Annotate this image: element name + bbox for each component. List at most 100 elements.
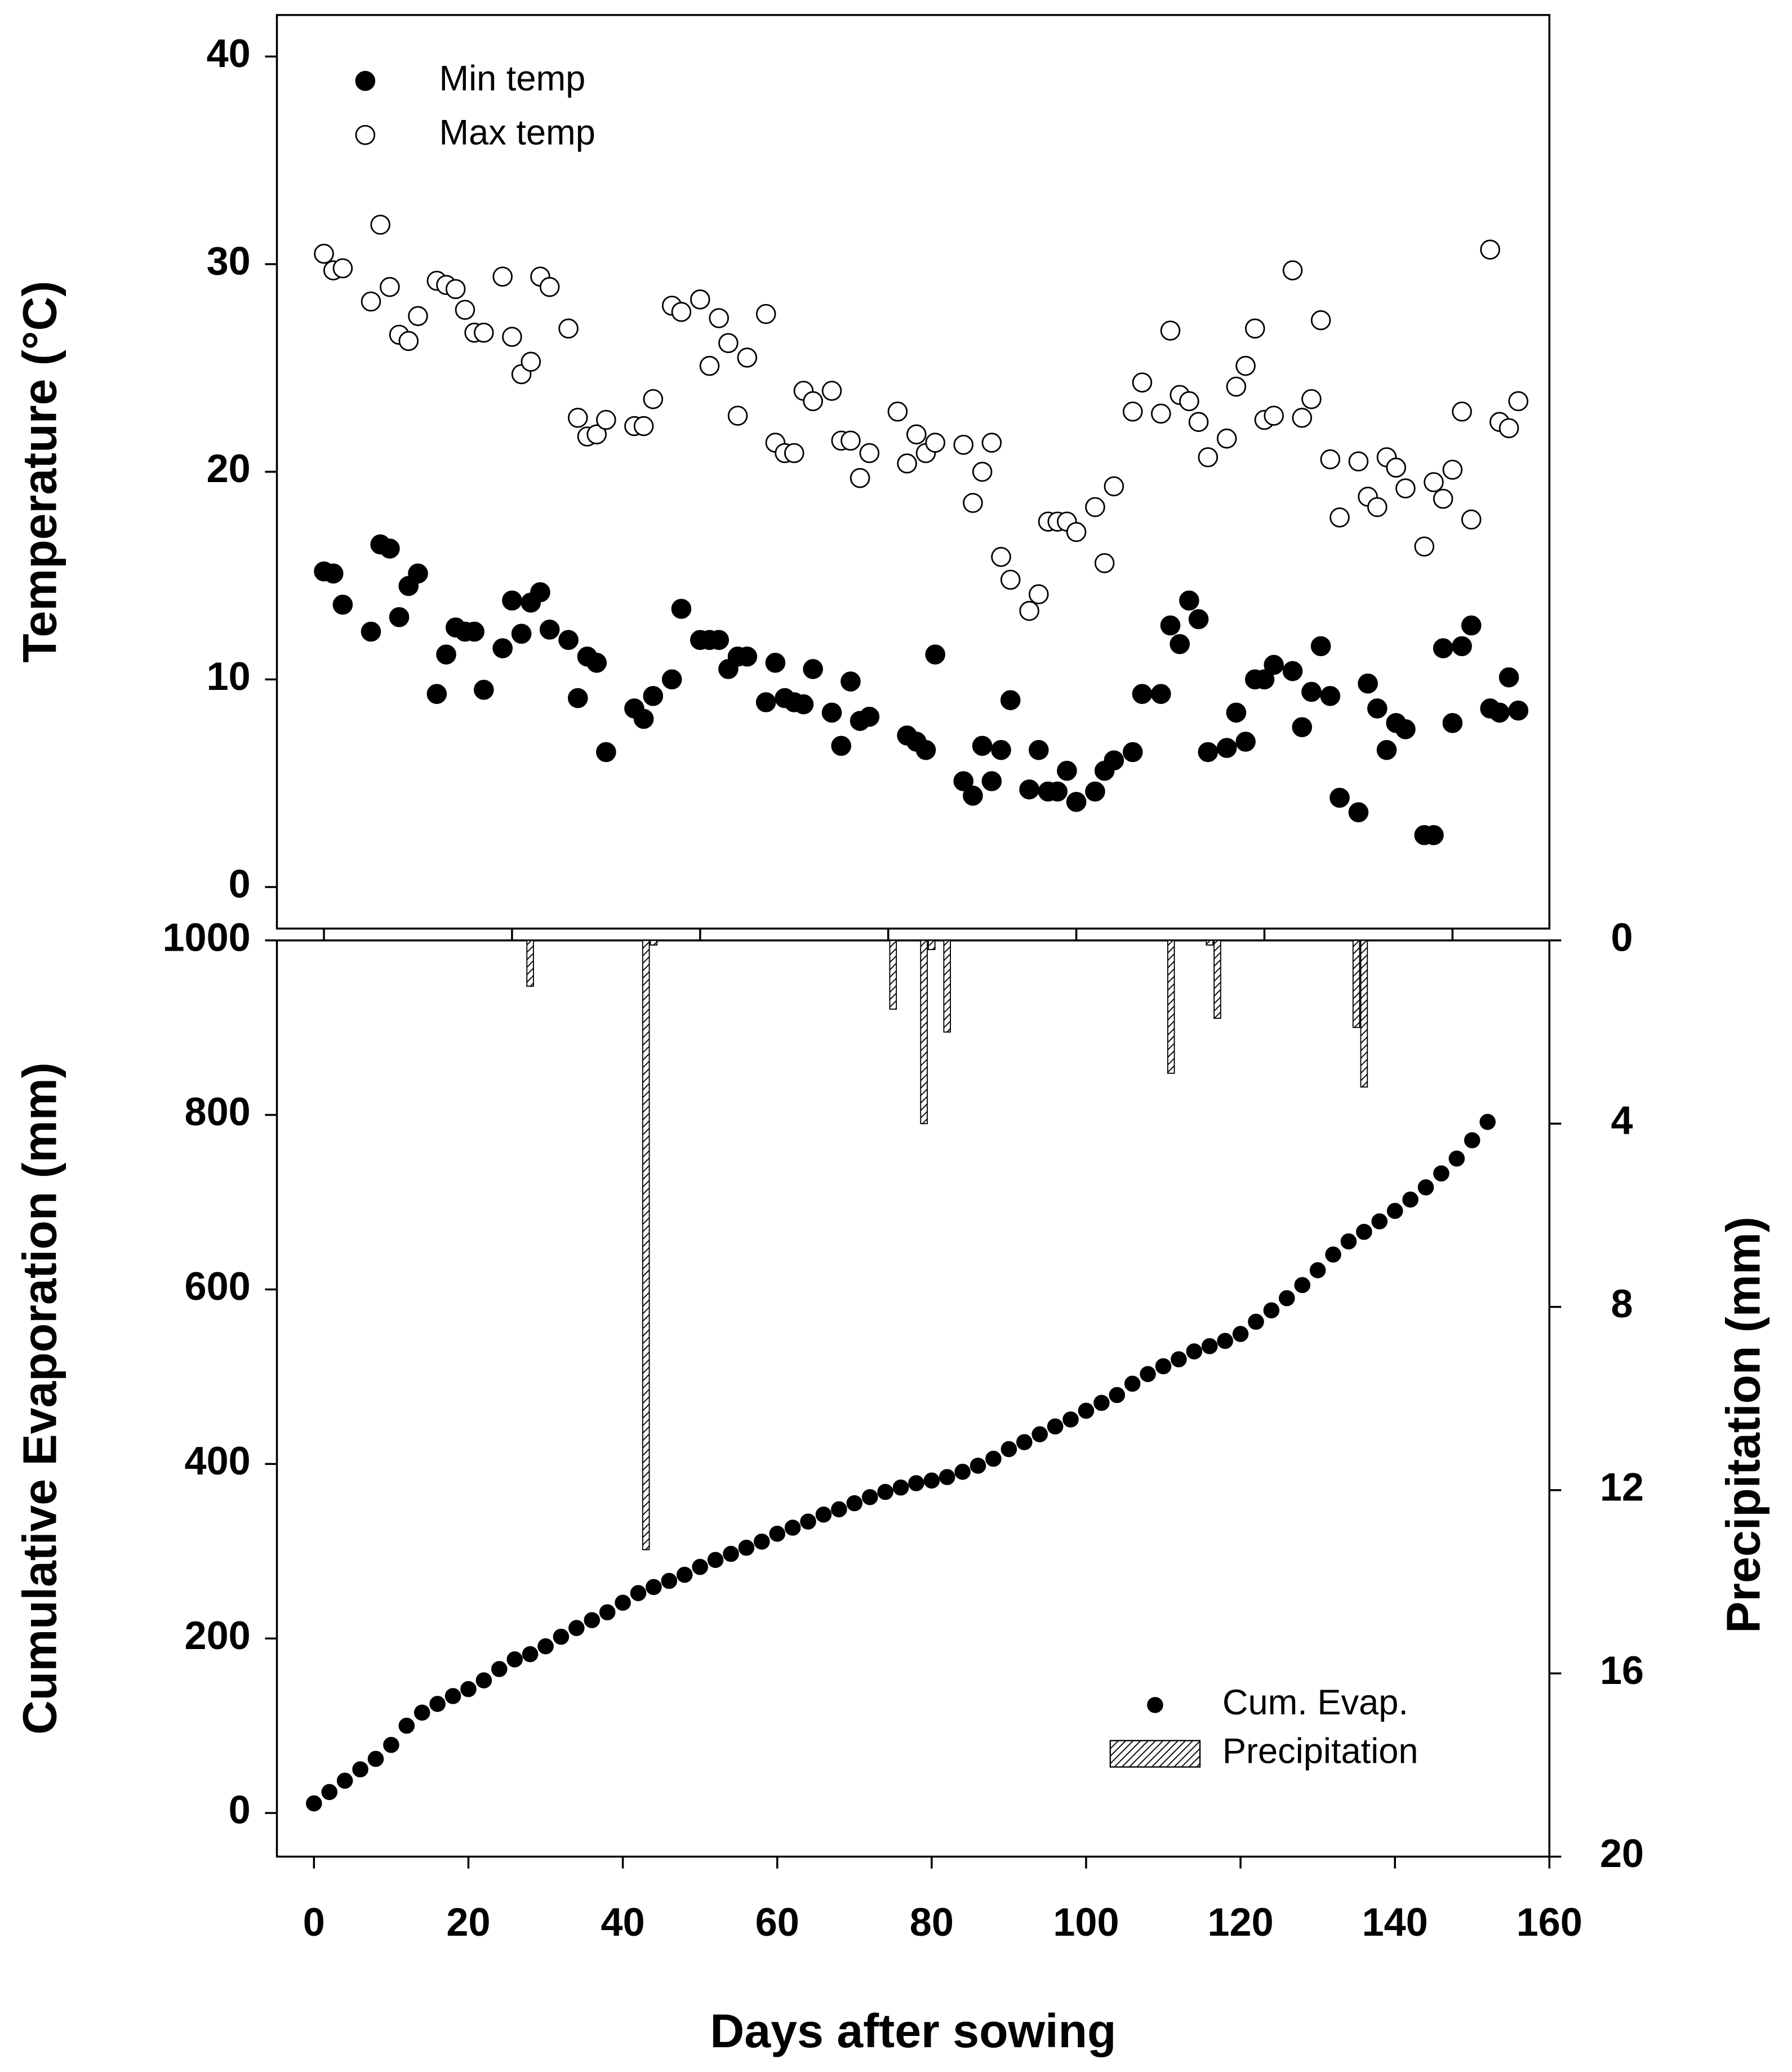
data-point [1395, 478, 1416, 498]
data-point [841, 430, 861, 451]
data-point [380, 538, 400, 559]
data-point [352, 1761, 368, 1777]
legend-label: Min temp [439, 59, 585, 98]
data-point [1140, 1366, 1156, 1383]
x-tick-label: 20 [446, 1900, 490, 1944]
data-point [521, 351, 541, 372]
data-point [332, 594, 353, 615]
data-point [1282, 260, 1303, 280]
y2-tick-label: 16 [1600, 1648, 1644, 1692]
data-point [954, 1464, 971, 1480]
data-point [1301, 681, 1322, 702]
data-point [408, 563, 428, 584]
data-point [1000, 690, 1021, 710]
data-point [1217, 1333, 1233, 1349]
data-point [1433, 638, 1453, 658]
data-point [1047, 781, 1068, 802]
y-tick-label: 200 [185, 1613, 251, 1657]
data-point [1019, 600, 1039, 621]
data-point [1122, 742, 1143, 763]
data-point [1094, 553, 1115, 573]
data-point [1244, 318, 1265, 339]
data-point [815, 1506, 832, 1523]
data-point [1151, 684, 1171, 704]
data-point [908, 1475, 924, 1491]
plot-frame [275, 939, 1551, 1858]
data-point [1395, 719, 1416, 739]
data-point [1160, 320, 1181, 341]
y2-tick-label: 8 [1611, 1281, 1633, 1326]
data-point [1226, 702, 1247, 723]
data-point [1155, 1358, 1172, 1375]
data-point [1508, 391, 1529, 412]
data-point [1263, 1302, 1280, 1318]
data-point [1479, 1113, 1496, 1130]
data-point [841, 671, 861, 692]
data-point [361, 621, 381, 642]
data-point [568, 1620, 585, 1636]
data-point [861, 1489, 878, 1505]
data-point [892, 1479, 909, 1496]
data-point [963, 786, 983, 806]
x-axis-title: Days after sowing [710, 2004, 1116, 2057]
data-point [586, 424, 607, 445]
data-point [738, 1539, 755, 1556]
data-point [1348, 451, 1369, 472]
data-point [491, 1661, 508, 1677]
x-tick-label: 80 [910, 1900, 954, 1944]
data-point [599, 1604, 616, 1621]
y-tick-label: 10 [207, 654, 251, 698]
data-point [492, 638, 513, 658]
data-point [1066, 522, 1087, 542]
data-point [1016, 1434, 1033, 1450]
data-point [915, 739, 936, 760]
data-point [1170, 634, 1190, 654]
data-point [436, 644, 456, 665]
data-point [474, 322, 494, 343]
bar [1213, 939, 1221, 1019]
data-point [537, 1638, 554, 1655]
data-point [821, 702, 842, 723]
data-point [1282, 661, 1303, 681]
data-point [321, 1784, 338, 1801]
y-tick-label: 0 [229, 862, 251, 906]
data-point [383, 1736, 399, 1753]
data-point [506, 1651, 523, 1668]
bar [526, 939, 534, 987]
x-tick-label: 160 [1517, 1900, 1582, 1944]
data-point [1057, 760, 1077, 781]
data-point [429, 1696, 446, 1712]
data-point [1122, 401, 1143, 422]
data-point [1340, 1233, 1357, 1250]
data-point [567, 688, 588, 709]
data-point [1132, 372, 1153, 393]
data-point [925, 644, 945, 665]
data-point [671, 599, 692, 619]
data-point [426, 684, 447, 704]
data-point [953, 434, 974, 455]
data-point [755, 304, 776, 324]
data-point [1029, 584, 1049, 604]
data-point [985, 1450, 1002, 1467]
data-point [661, 669, 682, 690]
bar [920, 939, 928, 1125]
data-point [887, 401, 908, 422]
data-point [398, 1717, 415, 1734]
data-point [474, 679, 494, 700]
data-point [1402, 1191, 1419, 1208]
data-point [906, 424, 927, 445]
data-point [1248, 1313, 1264, 1330]
legend-symbol [355, 124, 376, 145]
data-point [380, 277, 400, 297]
bar [1167, 939, 1175, 1074]
data-point [1031, 1426, 1048, 1442]
y2-tick-label: 4 [1611, 1098, 1633, 1143]
data-point [389, 607, 410, 627]
data-point [314, 243, 334, 264]
y-tick-label: 800 [185, 1089, 251, 1134]
bar [642, 939, 650, 1550]
data-point [923, 1472, 940, 1489]
data-point [970, 1458, 986, 1474]
data-point [1188, 412, 1209, 432]
data-point [1226, 376, 1247, 397]
